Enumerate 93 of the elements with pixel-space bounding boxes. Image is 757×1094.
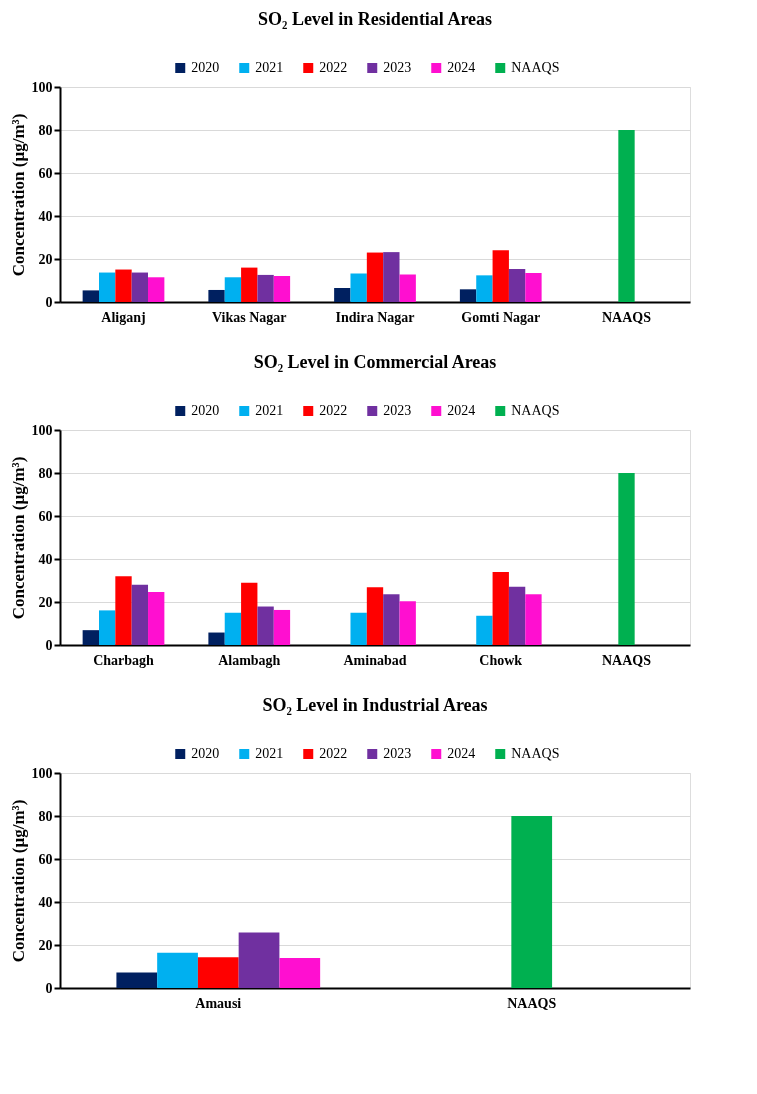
bar <box>208 289 225 302</box>
bar <box>525 272 542 302</box>
y-tick-label: 20 <box>38 594 53 610</box>
y-tick-label: 80 <box>38 465 53 481</box>
y-axis-title: Concentration (µg/m³) <box>8 799 28 963</box>
bar <box>383 252 400 302</box>
bar <box>334 288 351 302</box>
legend-label: 2024 <box>447 746 476 761</box>
legend-label: 2020 <box>191 60 220 75</box>
bar <box>273 609 291 645</box>
y-tick-label: 100 <box>31 422 53 438</box>
bar <box>618 473 635 645</box>
y-tick-label: 0 <box>45 980 53 996</box>
x-tick-label: Aminabad <box>343 652 407 668</box>
bar <box>98 272 116 302</box>
legend-label: 2023 <box>383 746 412 761</box>
y-axis-title: Concentration (µg/m³) <box>8 113 28 277</box>
chart-title: SO₂ Level in Industrial Areas <box>262 695 488 715</box>
x-tick-label: Indira Nagar <box>335 309 415 325</box>
legend-label: NAAQS <box>511 60 560 75</box>
bar <box>98 610 116 645</box>
bar <box>508 586 526 645</box>
y-tick-label: 60 <box>38 165 53 181</box>
legend-label: 2020 <box>191 403 220 418</box>
bar <box>115 576 132 645</box>
bar <box>399 274 416 302</box>
x-tick-label: Gomti Nagar <box>461 309 541 325</box>
legend-label: 2021 <box>255 746 284 761</box>
y-axis-title: Concentration (µg/m³) <box>8 456 28 620</box>
legend-label: 2022 <box>319 746 348 761</box>
legend-label: 2023 <box>383 403 412 418</box>
chart-title: SO₂ Level in Commercial Areas <box>253 352 497 372</box>
x-tick-label: Vikas Nagar <box>211 309 287 325</box>
bar <box>82 630 99 645</box>
bar <box>399 601 416 645</box>
x-tick-label: NAAQS <box>601 309 652 325</box>
y-tick-label: 40 <box>38 894 53 910</box>
bar <box>492 571 509 645</box>
bar <box>208 632 225 645</box>
legend-label: NAAQS <box>511 403 560 418</box>
y-tick-label: 60 <box>38 851 53 867</box>
x-tick-label: NAAQS <box>601 652 652 668</box>
x-tick-label: Amausi <box>195 995 242 1011</box>
chart-title: SO₂ Level in Residential Areas <box>257 9 493 29</box>
bar <box>148 277 165 302</box>
x-tick-label: Chowk <box>479 652 523 668</box>
bar <box>366 587 384 645</box>
legend-label: NAAQS <box>511 746 560 761</box>
bar <box>131 272 149 302</box>
legend-label: 2023 <box>383 60 412 75</box>
x-tick-label: Charbagh <box>93 652 155 668</box>
legend-label: 2024 <box>447 60 476 75</box>
bar <box>366 252 384 302</box>
bar <box>508 269 526 302</box>
y-tick-label: 80 <box>38 808 53 824</box>
bar <box>618 130 635 302</box>
bar <box>492 250 509 302</box>
bar <box>82 290 99 302</box>
bar <box>241 582 258 645</box>
bar <box>257 606 274 645</box>
bar <box>131 584 149 645</box>
bar <box>476 615 493 645</box>
x-tick-label: Aliganj <box>101 309 146 325</box>
y-tick-label: 80 <box>38 122 53 138</box>
legend-label: 2021 <box>255 60 284 75</box>
y-tick-label: 100 <box>31 79 53 95</box>
bar <box>350 273 367 302</box>
x-tick-label: Alambagh <box>218 652 281 668</box>
y-tick-label: 0 <box>45 637 53 653</box>
legend-label: 2024 <box>447 403 476 418</box>
bar <box>476 275 493 302</box>
bar <box>224 612 242 645</box>
bar <box>148 591 165 645</box>
bar <box>383 594 400 645</box>
bar <box>257 274 274 302</box>
legend-label: 2022 <box>319 403 348 418</box>
bar <box>241 267 258 302</box>
legend-label: 2021 <box>255 403 284 418</box>
y-tick-label: 40 <box>38 551 53 567</box>
bar <box>459 289 477 302</box>
y-tick-label: 0 <box>45 294 53 310</box>
legend-label: 2022 <box>319 60 348 75</box>
y-tick-label: 20 <box>38 937 53 953</box>
y-tick-label: 40 <box>38 208 53 224</box>
bar <box>115 269 132 302</box>
bar <box>525 594 542 645</box>
bar <box>350 612 367 645</box>
bar <box>273 275 291 302</box>
y-tick-label: 20 <box>38 251 53 267</box>
legend-label: 2020 <box>191 746 220 761</box>
y-tick-label: 60 <box>38 508 53 524</box>
y-tick-label: 100 <box>31 765 53 781</box>
bar <box>224 277 242 302</box>
